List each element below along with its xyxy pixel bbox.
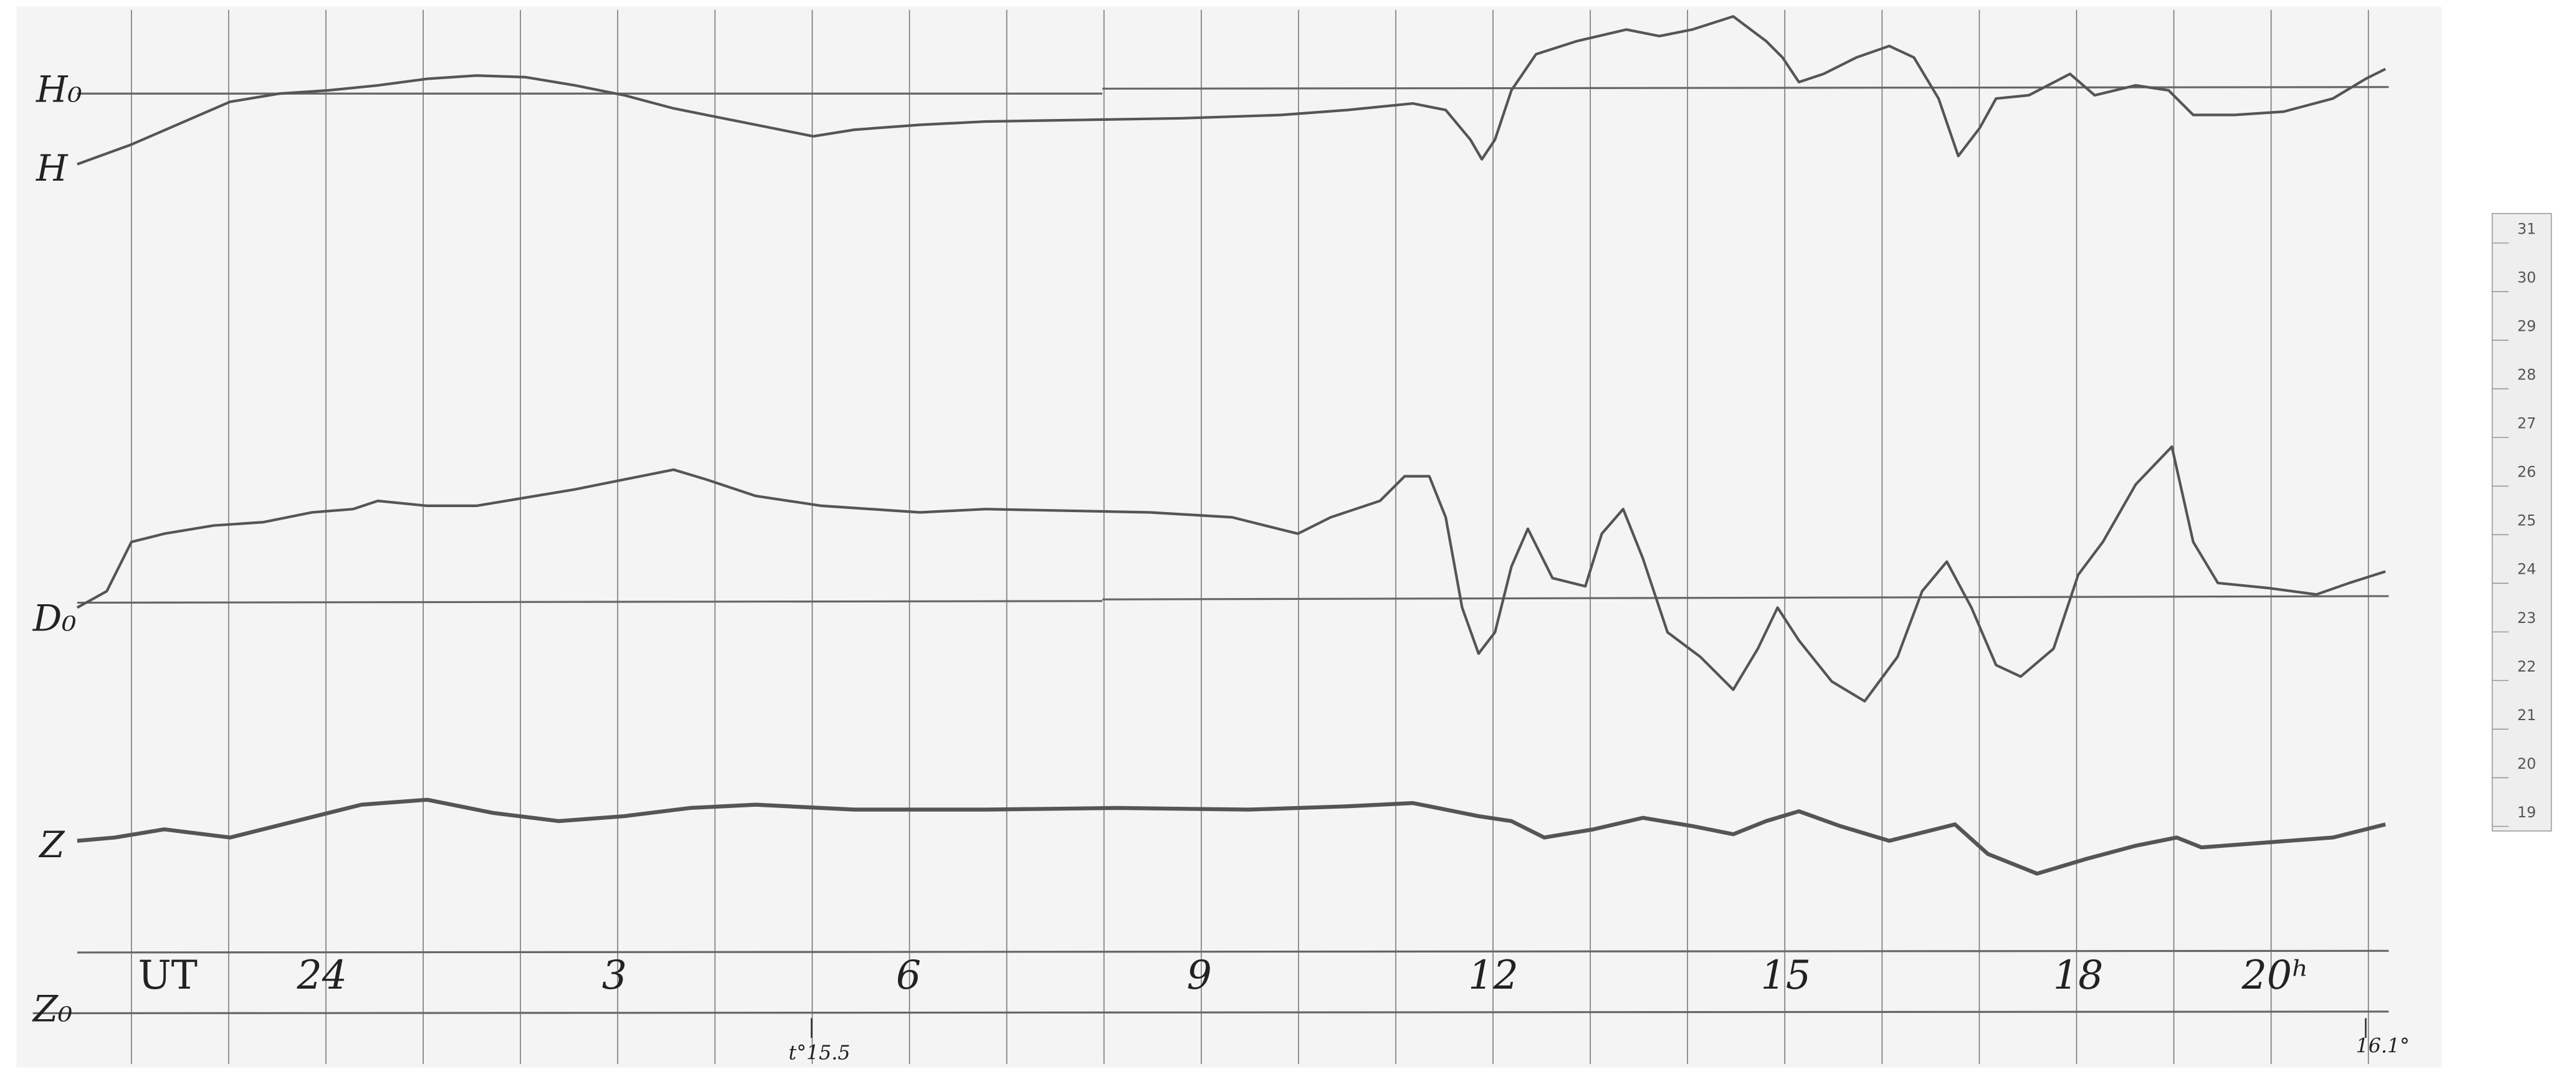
hour-labels: 24 3 6 9 12 15 18 20ʰ xyxy=(296,952,2309,998)
scale-strip xyxy=(2491,212,2552,832)
hour-label: 12 xyxy=(1468,952,1519,998)
scale-number: 24 xyxy=(2517,561,2536,578)
scale-number: 22 xyxy=(2517,658,2536,675)
temperature-end: 16.1° xyxy=(2356,1035,2410,1058)
hour-label: 3 xyxy=(602,952,627,998)
scale-number: 25 xyxy=(2517,512,2536,530)
hour-label: 18 xyxy=(2053,952,2104,998)
hour-line xyxy=(77,949,2389,954)
z-baseline-label: Z₀ xyxy=(32,988,73,1030)
h-baseline-label: H₀ xyxy=(36,68,82,110)
z-baseline xyxy=(32,1010,2389,1015)
scale-number: 31 xyxy=(2517,221,2536,238)
temperature-start: t°15.5 xyxy=(789,1042,851,1064)
paper xyxy=(16,6,2441,1068)
grid xyxy=(131,9,2369,1065)
scale: 31 30 29 28 27 26 25 24 23 22 21 20 19 xyxy=(2492,221,2536,827)
scale-number: 27 xyxy=(2517,415,2536,432)
hour-label: 24 xyxy=(296,952,347,998)
scale-number: 29 xyxy=(2517,318,2536,335)
h-trace xyxy=(77,15,2387,166)
d-baseline xyxy=(1102,595,2389,601)
scale-number: 26 xyxy=(2517,463,2536,481)
hour-label: 6 xyxy=(896,952,921,998)
hour-label: 15 xyxy=(1761,952,1811,998)
d-baseline-label: D₀ xyxy=(32,597,77,639)
d-baseline xyxy=(77,600,1103,604)
scale-number: 20 xyxy=(2517,755,2536,772)
scale-number: 21 xyxy=(2517,706,2536,724)
h-label: H xyxy=(36,147,69,189)
hour-label: 20ʰ xyxy=(2241,952,2309,998)
z-trace xyxy=(77,797,2386,876)
scale-number: 28 xyxy=(2517,366,2536,384)
d-trace xyxy=(76,445,2386,703)
z-label: Z xyxy=(38,824,65,866)
scale-number: 19 xyxy=(2517,804,2536,821)
scale-number: 30 xyxy=(2517,269,2536,287)
time-unit: UT xyxy=(138,952,198,998)
hour-label: 9 xyxy=(1186,952,1211,998)
scale-number: 23 xyxy=(2517,609,2536,627)
h-baseline xyxy=(1102,86,2389,90)
